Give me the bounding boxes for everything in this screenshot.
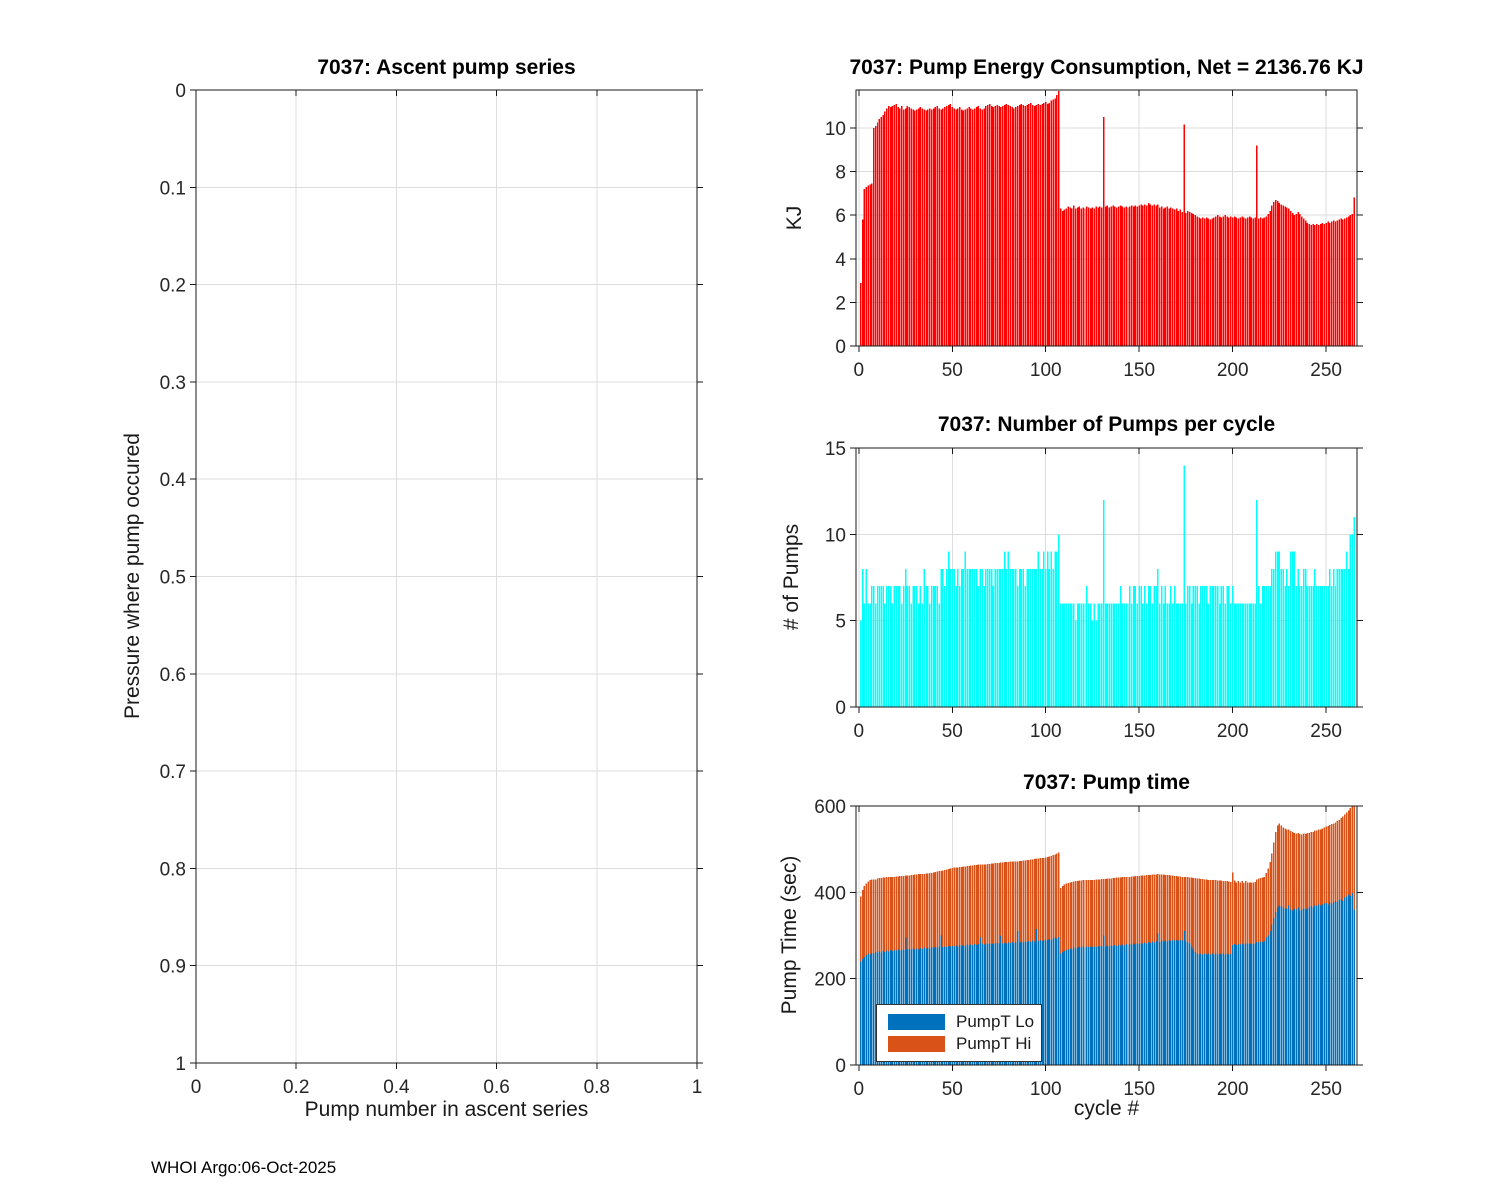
svg-text:0.2: 0.2 xyxy=(283,1077,309,1098)
svg-text:0: 0 xyxy=(175,81,186,102)
svg-text:0: 0 xyxy=(854,1079,865,1100)
svg-text:0: 0 xyxy=(835,1056,846,1077)
svg-text:100: 100 xyxy=(1030,721,1062,742)
svg-text:0.8: 0.8 xyxy=(584,1077,610,1098)
svg-text:4: 4 xyxy=(835,250,846,271)
pumps-plot-title: 7037: Number of Pumps per cycle xyxy=(937,413,1276,436)
svg-text:2: 2 xyxy=(835,293,846,314)
svg-text:0.8: 0.8 xyxy=(160,859,186,880)
svg-text:5: 5 xyxy=(835,612,846,633)
pumpt-lo-label: PumpT Lo xyxy=(956,1012,1035,1031)
svg-text:0.4: 0.4 xyxy=(383,1077,410,1098)
ascent-plot-canvas: 00.10.20.30.40.50.60.70.80.910 0.2 0.4 0.6 0… xyxy=(160,81,703,1098)
svg-text:6: 6 xyxy=(835,206,846,227)
svg-text:10: 10 xyxy=(825,119,846,140)
pumptime-legend: PumpT Lo PumpT Hi xyxy=(876,1004,1042,1062)
pumpt-hi-label: PumpT Hi xyxy=(956,1034,1032,1053)
svg-text:200: 200 xyxy=(1217,360,1249,381)
svg-text:0: 0 xyxy=(854,360,865,381)
svg-text:0.6: 0.6 xyxy=(160,665,186,686)
svg-text:1: 1 xyxy=(692,1077,703,1098)
svg-text:0.6: 0.6 xyxy=(483,1077,509,1098)
svg-text:0: 0 xyxy=(835,698,846,719)
pumptime-plot-title: 7037: Pump time xyxy=(1023,771,1190,794)
svg-text:0.3: 0.3 xyxy=(160,373,186,394)
svg-text:50: 50 xyxy=(942,1079,963,1100)
svg-text:50: 50 xyxy=(942,721,963,742)
svg-text:0: 0 xyxy=(854,721,865,742)
ascent-plot-title: 7037: Ascent pump series xyxy=(317,56,576,79)
pumptime-x-axis-label: cycle # xyxy=(1073,1097,1140,1120)
svg-text:0.4: 0.4 xyxy=(160,470,187,491)
energy-plot-title: 7037: Pump Energy Consumption, Net = 213… xyxy=(849,56,1364,79)
svg-text:150: 150 xyxy=(1123,721,1155,742)
svg-text:50: 50 xyxy=(942,360,963,381)
svg-text:0.9: 0.9 xyxy=(160,957,186,978)
svg-text:600: 600 xyxy=(814,797,846,818)
legend-row-pumpt-lo: PumpT Lo xyxy=(888,1011,1041,1033)
svg-text:0.1: 0.1 xyxy=(160,178,186,199)
svg-text:100: 100 xyxy=(1030,360,1062,381)
svg-text:250: 250 xyxy=(1310,360,1342,381)
svg-text:200: 200 xyxy=(1217,1079,1249,1100)
pumpt-hi-swatch xyxy=(888,1036,945,1052)
svg-text:0.5: 0.5 xyxy=(160,568,186,589)
svg-text:250: 250 xyxy=(1310,721,1342,742)
svg-text:15: 15 xyxy=(825,439,846,460)
svg-text:0: 0 xyxy=(835,337,846,358)
svg-text:0: 0 xyxy=(191,1077,202,1098)
svg-text:1: 1 xyxy=(175,1054,186,1075)
ascent-x-axis-label: Pump number in ascent series xyxy=(304,1098,589,1121)
figure-footer-stamp: WHOI Argo:06-Oct-2025 xyxy=(151,1158,337,1177)
svg-text:400: 400 xyxy=(814,883,846,904)
svg-text:100: 100 xyxy=(1030,1079,1062,1100)
svg-text:250: 250 xyxy=(1310,1079,1342,1100)
svg-text:150: 150 xyxy=(1123,360,1155,381)
svg-text:200: 200 xyxy=(1217,721,1249,742)
pumptime-plot-canvas: 0 200 400 600 0 50 100 150 200 250 xyxy=(814,797,1363,1100)
svg-text:200: 200 xyxy=(814,970,846,991)
svg-text:150: 150 xyxy=(1123,1079,1155,1100)
svg-text:0.2: 0.2 xyxy=(160,276,186,297)
pumpt-lo-swatch xyxy=(888,1014,945,1030)
svg-text:8: 8 xyxy=(835,163,846,184)
svg-text:0.7: 0.7 xyxy=(160,762,186,783)
svg-text:10: 10 xyxy=(825,525,846,546)
legend-row-pumpt-hi: PumpT Hi xyxy=(888,1033,1041,1055)
